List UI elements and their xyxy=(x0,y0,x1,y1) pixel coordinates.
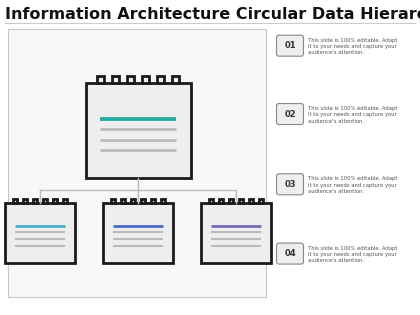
FancyBboxPatch shape xyxy=(276,35,304,56)
Bar xyxy=(157,76,164,83)
Bar xyxy=(239,199,243,203)
Bar xyxy=(209,199,213,203)
Bar xyxy=(112,76,119,83)
Text: This slide is 100% editable. Adapt
it to your needs and capture your
audience's : This slide is 100% editable. Adapt it to… xyxy=(308,246,397,263)
Text: This slide is 100% editable. Adapt
it to your needs and capture your
audience's : This slide is 100% editable. Adapt it to… xyxy=(308,106,397,124)
Bar xyxy=(5,203,75,263)
Bar xyxy=(142,76,149,83)
Text: This slide is 100% editable. Adapt
it to your needs and capture your
audience's : This slide is 100% editable. Adapt it to… xyxy=(308,38,397,55)
Bar xyxy=(127,76,134,83)
Bar xyxy=(151,199,155,203)
FancyBboxPatch shape xyxy=(276,174,304,195)
Text: This slide is 100% editable. Adapt
it to your needs and capture your
audience's : This slide is 100% editable. Adapt it to… xyxy=(308,176,397,194)
Bar xyxy=(23,199,27,203)
Bar xyxy=(13,199,17,203)
Bar xyxy=(172,76,179,83)
Bar xyxy=(141,199,145,203)
Bar xyxy=(249,199,253,203)
Bar xyxy=(111,199,115,203)
Bar xyxy=(33,199,37,203)
FancyBboxPatch shape xyxy=(276,243,304,264)
Bar xyxy=(53,199,57,203)
Text: Information Architecture Circular Data Hierarchy...: Information Architecture Circular Data H… xyxy=(5,7,420,22)
Bar xyxy=(131,199,135,203)
FancyBboxPatch shape xyxy=(276,104,304,124)
Bar xyxy=(97,76,104,83)
Bar xyxy=(43,199,47,203)
Bar xyxy=(121,199,125,203)
Text: 01: 01 xyxy=(284,41,296,50)
Bar xyxy=(229,199,233,203)
Bar xyxy=(103,203,173,263)
Bar xyxy=(259,199,263,203)
Text: 04: 04 xyxy=(284,249,296,258)
Bar xyxy=(201,203,271,263)
Bar xyxy=(8,29,266,297)
Bar xyxy=(161,199,165,203)
Text: 02: 02 xyxy=(284,110,296,118)
Bar xyxy=(219,199,223,203)
Bar xyxy=(63,199,67,203)
Bar xyxy=(86,83,191,177)
Text: 03: 03 xyxy=(284,180,296,189)
